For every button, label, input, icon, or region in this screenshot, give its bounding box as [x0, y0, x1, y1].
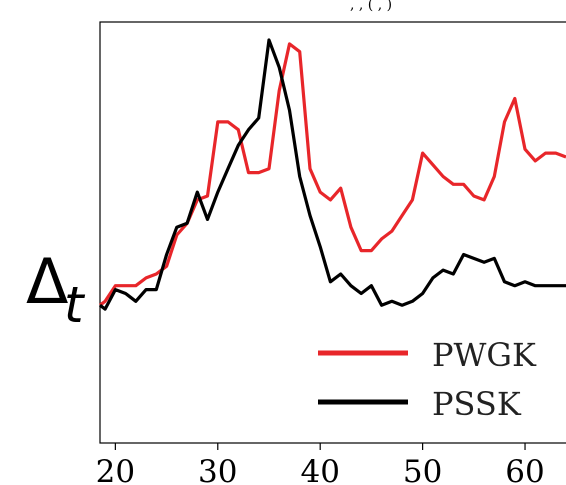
x-tick-label: 40 [300, 454, 339, 485]
x-tick-label: 50 [403, 454, 442, 485]
legend-label-pwgk: PWGK [432, 336, 537, 374]
y-axis-label-base: Δ [26, 245, 68, 318]
series-layer [99, 38, 566, 311]
plot-area [99, 21, 566, 444]
legend: PWGK PSSK [318, 336, 537, 423]
x-tick-label: 30 [198, 454, 237, 485]
y-axis-label: Δ t [26, 245, 86, 334]
x-tick-label: 20 [96, 454, 135, 485]
series-line-pssk [99, 38, 566, 311]
x-axis: 20 30 40 50 60 [96, 443, 545, 485]
series-line-pwgk [99, 42, 566, 307]
x-tick-label: 60 [505, 454, 544, 485]
legend-label-pssk: PSSK [432, 385, 522, 423]
top-text-fragment: , , ( , ) [350, 0, 392, 13]
y-axis-label-subscript: t [64, 276, 86, 334]
